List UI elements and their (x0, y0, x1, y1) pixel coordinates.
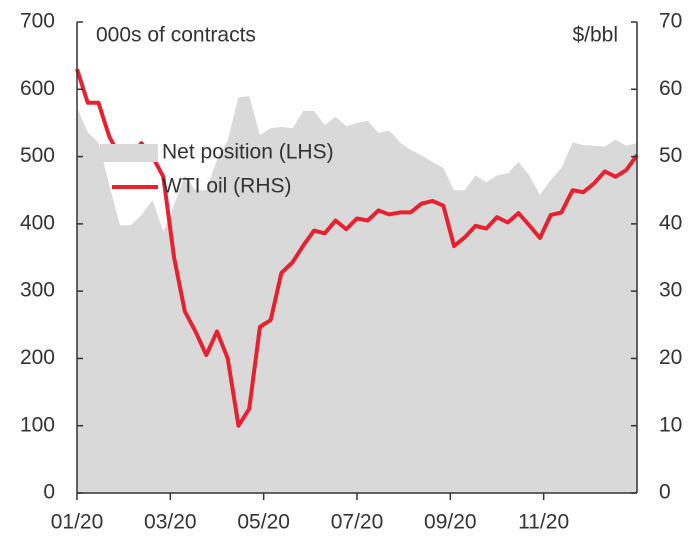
x-tick-label: 09/20 (424, 511, 477, 534)
legend-label: Net position (LHS) (162, 141, 334, 164)
y2-tick-label: 50 (659, 144, 682, 167)
y-tick-label: 700 (20, 10, 55, 33)
area (77, 96, 637, 493)
legend-swatch (100, 144, 158, 162)
line (75, 68, 639, 428)
y2-tick-label: 70 (659, 10, 682, 33)
y-tick-label: 400 (20, 211, 55, 234)
x-tick-label: 03/20 (144, 511, 197, 534)
y2-tick-label: 30 (659, 279, 682, 302)
y2-axis-label: $/bbl (572, 24, 618, 47)
y-tick-label: 500 (20, 144, 55, 167)
y2-tick-label: 10 (659, 413, 682, 436)
y-tick-label: 0 (43, 481, 55, 504)
x-tick-label: 07/20 (331, 511, 384, 534)
y2-tick-label: 20 (659, 346, 682, 369)
y-tick-label: 600 (20, 77, 55, 100)
y2-tick-label: 40 (659, 211, 682, 234)
y-tick-label: 100 (20, 413, 55, 436)
x-tick-label: 05/20 (237, 511, 290, 534)
y2-tick-label: 60 (659, 77, 682, 100)
y-axis-label: 000s of contracts (96, 24, 256, 47)
y-tick-label: 300 (20, 279, 55, 302)
legend-label: WTI oil (RHS) (162, 175, 292, 198)
y2-tick-label: 0 (659, 481, 671, 504)
x-tick-label: 11/20 (518, 511, 569, 534)
y-tick-label: 200 (20, 346, 55, 369)
x-tick-label: 01/20 (51, 511, 104, 534)
